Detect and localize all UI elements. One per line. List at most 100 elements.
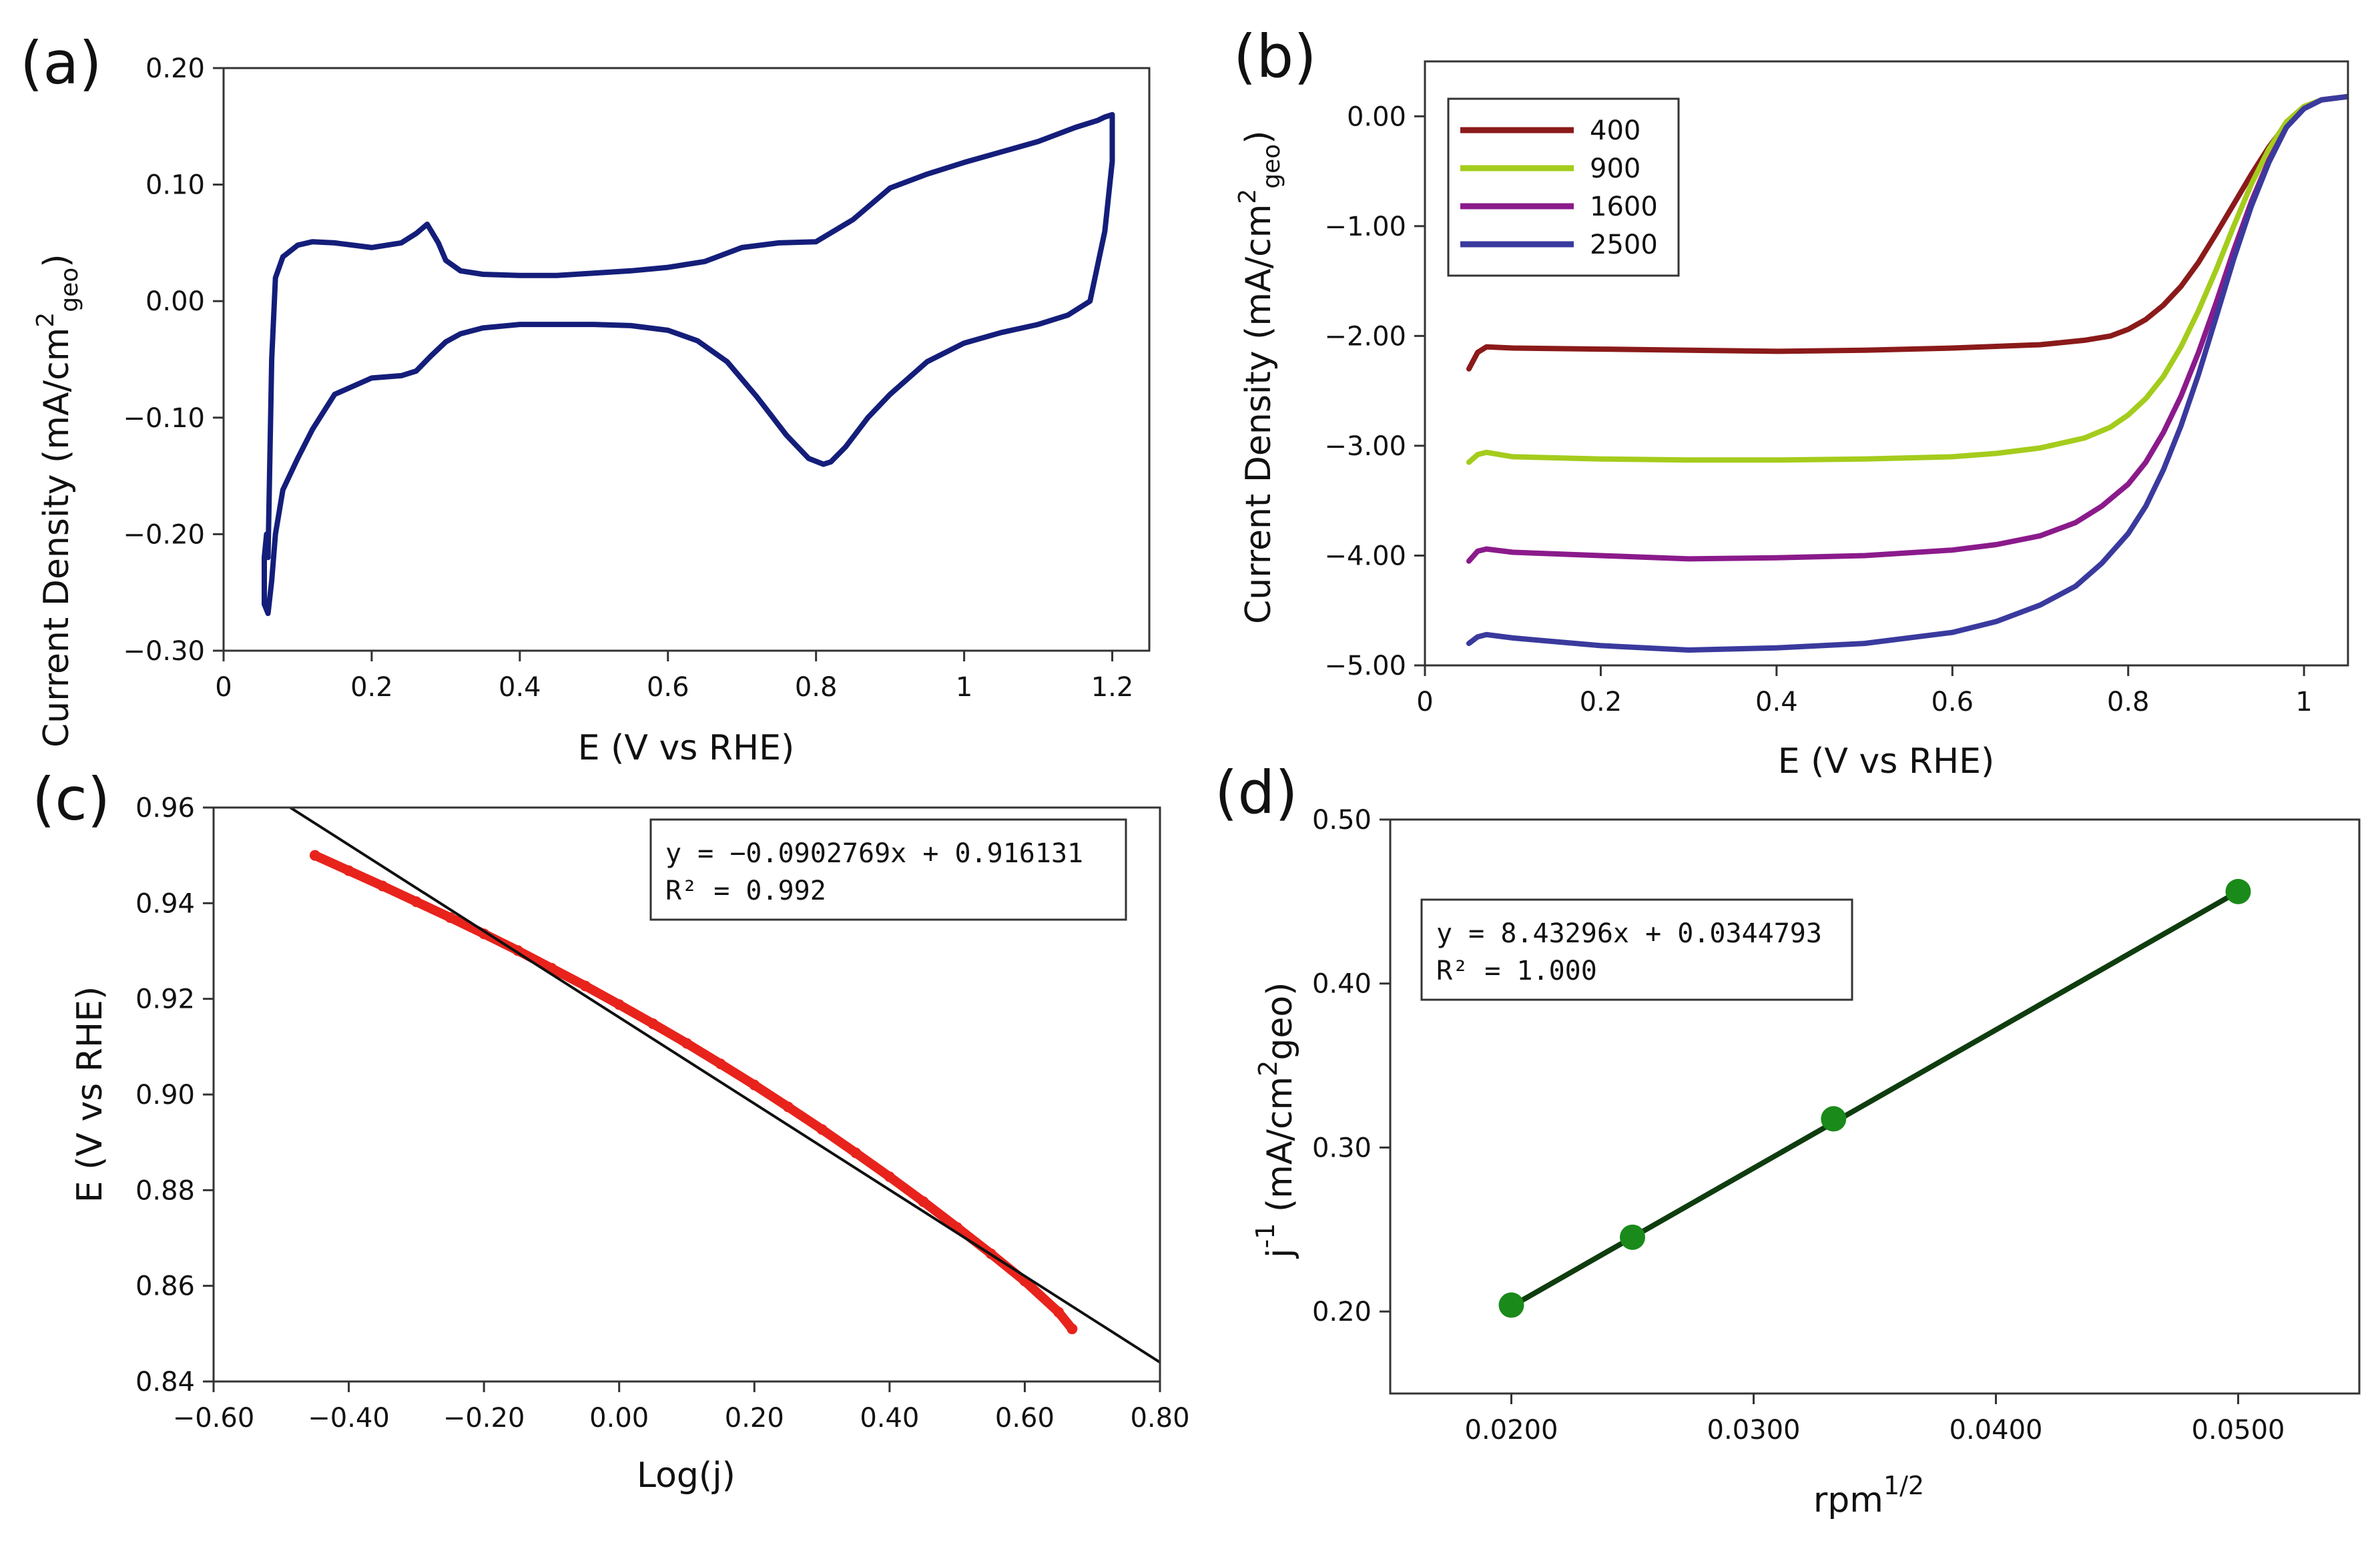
data-point bbox=[884, 1171, 895, 1183]
panel-d-plot bbox=[1498, 878, 2251, 1318]
data-point bbox=[918, 1196, 929, 1207]
data-point bbox=[1053, 1307, 1065, 1318]
panel-c-frame bbox=[212, 806, 1161, 1383]
y-tick-label: −2.00 bbox=[1324, 321, 1406, 352]
panel-d-x-ticks: 0.0200 0.0300 0.0400 0.0500 bbox=[1465, 1394, 2285, 1446]
panel-c: (c) −0.60 −0.40 −0.20 0.00 0.20 0.40 0.60 0.80 … bbox=[32, 765, 1190, 1496]
data-point bbox=[681, 1038, 692, 1049]
series-2500-line bbox=[1466, 93, 2348, 653]
panel-a-y-label: Current Density (mA/cm2geo) bbox=[32, 254, 83, 747]
x-tick-label: 0.80 bbox=[1130, 1403, 1189, 1434]
x-tick-label: 0.00 bbox=[589, 1403, 649, 1434]
panel-b-label: (b) bbox=[1233, 22, 1317, 91]
legend-label-900: 900 bbox=[1590, 153, 1641, 184]
fit-r-squared: R² = 0.992 bbox=[665, 876, 826, 906]
fit-equation-frame bbox=[1420, 898, 1853, 1001]
panel-a: (a) 0 0.2 0.4 0.6 0.8 1 1.2 −0.30 −0.20 −0.10 0.0… bbox=[20, 29, 1151, 768]
panel-d-label: (d) bbox=[1215, 758, 1298, 827]
y-tick-label: 0.84 bbox=[135, 1367, 195, 1398]
y-tick-label: 0.10 bbox=[145, 170, 205, 201]
x-tick-label: 0.20 bbox=[725, 1403, 784, 1434]
y-tick-label: 0.86 bbox=[135, 1271, 195, 1302]
x-tick-label: −0.40 bbox=[308, 1403, 390, 1434]
x-tick-label: 0.4 bbox=[1755, 687, 1798, 717]
y-tick-label: −4.00 bbox=[1324, 541, 1406, 571]
fit-r-squared: R² = 1.000 bbox=[1436, 956, 1597, 986]
panel-a-plot bbox=[262, 111, 1115, 617]
x-tick-label: 0.2 bbox=[350, 672, 393, 703]
data-point bbox=[343, 865, 354, 876]
legend: 400 900 1600 2500 bbox=[1447, 97, 1680, 277]
data-point bbox=[715, 1058, 726, 1070]
panel-c-label: (c) bbox=[32, 765, 110, 834]
panel-c-y-label: E (V vs RHE) bbox=[70, 986, 110, 1203]
data-trace bbox=[310, 850, 1077, 1334]
y-tick-label: 0.94 bbox=[135, 888, 195, 919]
data-point bbox=[377, 880, 388, 892]
x-tick-label: 1 bbox=[2295, 687, 2312, 717]
panel-c-y-ticks: 0.84 0.86 0.88 0.90 0.92 0.94 0.96 bbox=[135, 793, 214, 1398]
data-point bbox=[309, 850, 320, 861]
panel-b-frame bbox=[1424, 60, 2349, 667]
x-tick-label: 0.0200 bbox=[1465, 1415, 1558, 1446]
x-tick-label: 0.4 bbox=[499, 672, 541, 703]
panel-b-y-ticks: −5.00 −4.00 −3.00 −2.00 −1.00 0.00 bbox=[1324, 101, 1425, 681]
x-tick-label: 0.0300 bbox=[1707, 1415, 1801, 1446]
panel-a-label: (a) bbox=[20, 29, 102, 97]
y-tick-label: 0.90 bbox=[135, 1080, 195, 1111]
fit-line bbox=[288, 808, 1160, 1363]
x-tick-label: −0.20 bbox=[443, 1403, 525, 1434]
x-tick-label: 0.2 bbox=[1580, 687, 1622, 717]
y-tick-label: 0.00 bbox=[1347, 101, 1406, 132]
data-point bbox=[546, 962, 557, 974]
fit-equation-box: y = −0.0902769x + 0.916131 R² = 0.992 bbox=[649, 818, 1127, 921]
panel-d: (d) 0.0200 0.0300 0.0400 0.0500 0.20 0.30 0.4… bbox=[1215, 758, 2361, 1520]
panel-b-plot bbox=[1466, 93, 2348, 653]
data-point bbox=[647, 1018, 659, 1029]
panel-d-x-label: rpm1/2 bbox=[1813, 1471, 1924, 1520]
series-CV-line bbox=[262, 111, 1115, 617]
legend-label-400: 400 bbox=[1590, 115, 1641, 146]
y-tick-label: −0.20 bbox=[123, 519, 205, 550]
series-900-line bbox=[1466, 93, 2348, 465]
x-tick-label: 0 bbox=[1416, 687, 1433, 717]
legend-label-2500: 2500 bbox=[1590, 230, 1658, 260]
x-tick-label: −0.60 bbox=[173, 1403, 255, 1434]
fit-equation: y = −0.0902769x + 0.916131 bbox=[665, 838, 1083, 869]
x-tick-label: 0.60 bbox=[995, 1403, 1055, 1434]
y-tick-label: 0.00 bbox=[145, 286, 205, 317]
data-point bbox=[613, 999, 625, 1010]
y-tick-label: 0.96 bbox=[135, 793, 195, 824]
panel-d-y-ticks: 0.20 0.30 0.40 0.50 bbox=[1312, 805, 1390, 1327]
panel-c-plot bbox=[288, 808, 1160, 1363]
panel-b: (b) 0 0.2 0.4 0.6 0.8 1 −5.00−4.00−3.00−2.00−… bbox=[1233, 22, 2349, 782]
y-tick-label: −1.00 bbox=[1324, 212, 1406, 242]
data-point bbox=[1821, 1106, 1847, 1132]
y-tick-label: 0.20 bbox=[145, 53, 205, 84]
fit-equation-frame bbox=[649, 818, 1127, 921]
x-tick-label: 0.8 bbox=[795, 672, 838, 703]
x-tick-label: 0.6 bbox=[647, 672, 689, 703]
x-tick-label: 0 bbox=[215, 672, 232, 703]
data-point bbox=[1067, 1323, 1078, 1335]
x-tick-label: 0.6 bbox=[1931, 687, 1974, 717]
panel-d-y-label: j-1 (mA/cm2geo) bbox=[1251, 982, 1300, 1259]
panel-a-x-ticks: 0 0.2 0.4 0.6 0.8 1 1.2 bbox=[215, 651, 1133, 703]
y-tick-label: 0.20 bbox=[1312, 1297, 1372, 1327]
data-point bbox=[816, 1124, 828, 1135]
x-tick-label: 1 bbox=[956, 672, 972, 703]
panel-b-y-label: Current Density (mA/cm2geo) bbox=[1234, 130, 1285, 624]
x-tick-label: 0.40 bbox=[860, 1403, 919, 1434]
panel-b-x-ticks: 0 0.2 0.4 0.6 0.8 1 bbox=[1416, 665, 2313, 717]
data-point bbox=[410, 896, 422, 908]
fit-equation-box: y = 8.43296x + 0.0344793 R² = 1.000 bbox=[1420, 898, 1853, 1001]
panel-a-y-ticks: −0.30 −0.20 −0.10 0.00 0.10 0.20 bbox=[123, 53, 224, 667]
y-tick-label: 0.92 bbox=[135, 984, 195, 1015]
panel-d-frame bbox=[1389, 818, 2361, 1395]
y-tick-label: 0.30 bbox=[1312, 1133, 1372, 1163]
panel-c-x-label: Log(j) bbox=[637, 1456, 735, 1496]
legend-label-1600: 1600 bbox=[1590, 192, 1658, 222]
y-tick-label: 0.40 bbox=[1312, 969, 1372, 1000]
data-point bbox=[1620, 1224, 1645, 1250]
